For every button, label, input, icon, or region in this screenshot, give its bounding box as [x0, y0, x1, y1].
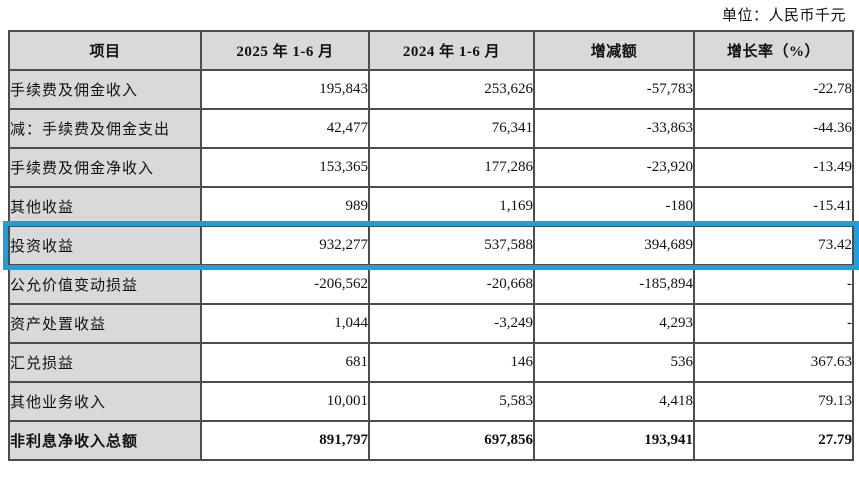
value-cell: 146	[368, 342, 535, 383]
value-cell: 195,843	[200, 69, 370, 110]
table-row: 减：手续费及佣金支出 42,477 76,341 -33,863 -44.36	[8, 108, 854, 149]
value-cell: 79.13	[693, 381, 854, 422]
value-cell: 177,286	[368, 147, 535, 188]
value-cell: 537,588	[368, 225, 535, 266]
value-cell: 5,583	[368, 381, 535, 422]
value-cell: -33,863	[533, 108, 695, 149]
value-cell: -	[693, 303, 854, 344]
item-cell: 汇兑损益	[8, 342, 202, 383]
value-cell: 27.79	[693, 420, 854, 461]
value-cell: 73.42	[693, 225, 854, 266]
value-cell: 932,277	[200, 225, 370, 266]
table-row-highlighted: 投资收益 932,277 537,588 394,689 73.42	[8, 225, 854, 266]
value-cell: 394,689	[533, 225, 695, 266]
value-cell: 4,418	[533, 381, 695, 422]
item-cell: 投资收益	[8, 225, 202, 266]
item-cell: 手续费及佣金净收入	[8, 147, 202, 188]
table-row: 其他收益 989 1,169 -180 -15.41	[8, 186, 854, 227]
header-cell-2025-period: 2025 年 1-6 月	[200, 30, 370, 71]
value-cell: -22.78	[693, 69, 854, 110]
value-cell: 367.63	[693, 342, 854, 383]
value-cell: -15.41	[693, 186, 854, 227]
item-cell: 公允价值变动损益	[8, 264, 202, 305]
value-cell: 891,797	[200, 420, 370, 461]
financial-table: 项目 2025 年 1-6 月 2024 年 1-6 月 增减额 增长率（%） …	[8, 30, 854, 461]
header-cell-change: 增减额	[533, 30, 695, 71]
value-cell: -180	[533, 186, 695, 227]
header-cell-growth-rate: 增长率（%）	[693, 30, 854, 71]
value-cell: 536	[533, 342, 695, 383]
table-body: 手续费及佣金收入 195,843 253,626 -57,783 -22.78 减：手续费…	[8, 69, 854, 461]
value-cell: 76,341	[368, 108, 535, 149]
value-cell: 681	[200, 342, 370, 383]
value-cell: -57,783	[533, 69, 695, 110]
table-row: 公允价值变动损益 -206,562 -20,668 -185,894-	[8, 264, 854, 305]
value-cell: -44.36	[693, 108, 854, 149]
item-cell: 非利息净收入总额	[8, 420, 202, 461]
value-cell: -206,562	[200, 264, 370, 305]
item-cell: 其他收益	[8, 186, 202, 227]
table-row: 资产处置收益 1,044 -3,249 4,293-	[8, 303, 854, 344]
value-cell: 10,001	[200, 381, 370, 422]
value-cell: 989	[200, 186, 370, 227]
value-cell: 1,169	[368, 186, 535, 227]
table-row: 手续费及佣金收入 195,843 253,626 -57,783 -22.78	[8, 69, 854, 110]
value-cell: 697,856	[368, 420, 535, 461]
value-cell: -23,920	[533, 147, 695, 188]
item-cell: 减：手续费及佣金支出	[8, 108, 202, 149]
value-cell: -20,668	[368, 264, 535, 305]
item-cell: 手续费及佣金收入	[8, 69, 202, 110]
value-cell: -185,894	[533, 264, 695, 305]
value-cell: -	[693, 264, 854, 305]
value-cell: 253,626	[368, 69, 535, 110]
item-cell: 其他业务收入	[8, 381, 202, 422]
value-cell: 1,044	[200, 303, 370, 344]
table-row: 汇兑损益 681 146 536 367.63	[8, 342, 854, 383]
value-cell: -3,249	[368, 303, 535, 344]
value-cell: 42,477	[200, 108, 370, 149]
value-cell: 193,941	[533, 420, 695, 461]
value-cell: 153,365	[200, 147, 370, 188]
table-row: 手续费及佣金净收入 153,365 177,286 -23,920 -13.49	[8, 147, 854, 188]
value-cell: -13.49	[693, 147, 854, 188]
unit-label: 单位：人民币千元	[721, 8, 846, 24]
table-row: 其他业务收入 10,001 5,583 4,418 79.13	[8, 381, 854, 422]
value-cell: 4,293	[533, 303, 695, 344]
header-cell-item: 项目	[8, 30, 202, 71]
header-cell-2024-period: 2024 年 1-6 月	[368, 30, 535, 71]
item-cell: 资产处置收益	[8, 303, 202, 344]
header-row: 项目 2025 年 1-6 月 2024 年 1-6 月 增减额 增长率（%）	[8, 30, 854, 71]
table-row: 非利息净收入总额 891,797 697,856 193,941 27.79	[8, 420, 854, 461]
